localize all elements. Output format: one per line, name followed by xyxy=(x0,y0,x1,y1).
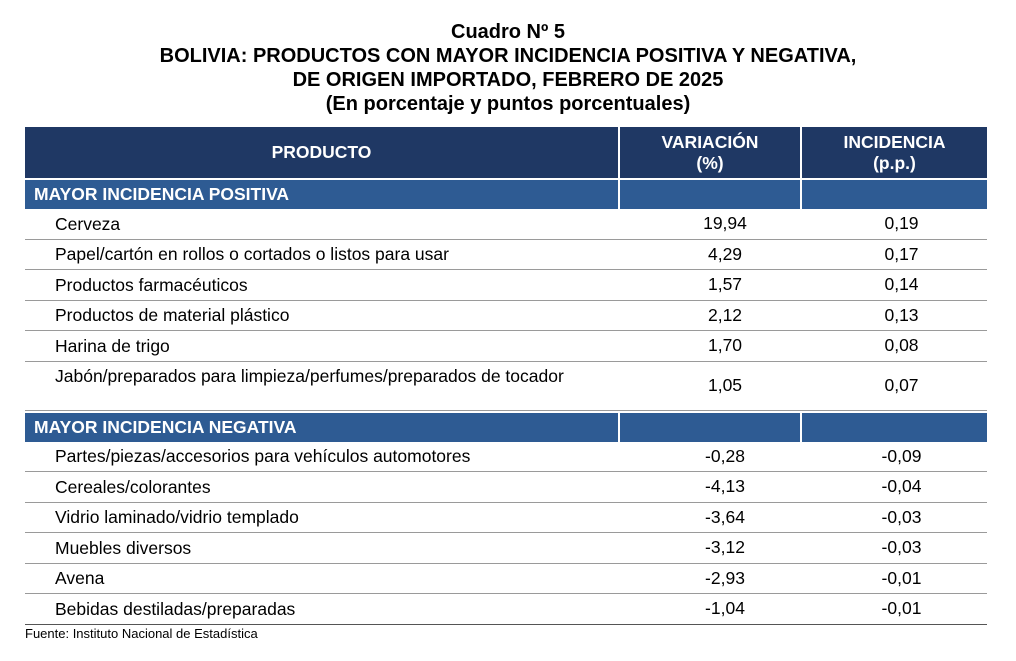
source-note: Fuente: Instituto Nacional de Estadístic… xyxy=(25,626,258,641)
title-line-4: (En porcentaje y puntos porcentuales) xyxy=(325,93,691,115)
row-variation: 1,05 xyxy=(707,375,743,395)
table-row: Jabón/preparados para limpieza/perfumes/… xyxy=(25,362,987,411)
section-negative-blank-variation xyxy=(618,412,800,442)
row-variation: 1,70 xyxy=(707,335,743,356)
table-row: Harina de trigo 1,70 0,08 xyxy=(25,331,987,362)
table-row: Cereales/colorantes -4,13 -0,04 xyxy=(25,472,987,503)
title-line-3: DE ORIGEN IMPORTADO, FEBRERO DE 2025 xyxy=(292,69,724,91)
section-negative-label: MAYOR INCIDENCIA NEGATIVA xyxy=(25,412,618,442)
row-product: Avena xyxy=(55,568,105,589)
table-title: Cuadro Nº 5 BOLIVIA: PRODUCTOS CON MAYOR… xyxy=(0,20,1016,116)
table-row: Cerveza 19,94 0,19 xyxy=(25,209,987,240)
section-positive-blank-variation xyxy=(618,180,800,209)
header-incidence-line1: INCIDENCIA xyxy=(843,131,946,152)
row-incidence: -0,01 xyxy=(881,598,922,619)
row-variation: 4,29 xyxy=(707,243,743,264)
row-variation: -1,04 xyxy=(705,598,745,619)
header-variation-line1: VARIACIÓN xyxy=(661,131,759,152)
row-product: Harina de trigo xyxy=(55,335,170,356)
table-row: Partes/piezas/accesorios para vehículos … xyxy=(25,442,987,472)
row-product: Jabón/preparados para limpieza/perfumes/… xyxy=(55,365,564,386)
row-variation: -2,93 xyxy=(705,567,745,588)
row-product: Partes/piezas/accesorios para vehículos … xyxy=(55,446,471,467)
row-variation: 2,12 xyxy=(707,304,743,325)
section-positive-header: MAYOR INCIDENCIA POSITIVA xyxy=(25,180,987,209)
table-row: Papel/cartón en rollos o cortados o list… xyxy=(25,240,987,270)
row-variation: 19,94 xyxy=(703,213,747,234)
row-incidence: 0,13 xyxy=(884,304,919,325)
row-incidence: -0,01 xyxy=(881,567,922,588)
row-product: Papel/cartón en rollos o cortados o list… xyxy=(55,244,449,265)
row-incidence: 0,07 xyxy=(884,375,919,395)
row-variation: -3,64 xyxy=(705,506,745,527)
row-incidence: -0,09 xyxy=(881,445,922,466)
row-product: Cereales/colorantes xyxy=(55,476,211,497)
row-incidence: 0,14 xyxy=(884,274,919,295)
row-product: Productos farmacéuticos xyxy=(55,274,248,295)
table-row: Vidrio laminado/vidrio templado -3,64 -0… xyxy=(25,503,987,533)
section-negative-blank-incidence xyxy=(800,412,987,442)
row-variation: 1,57 xyxy=(707,274,743,295)
row-product: Vidrio laminado/vidrio templado xyxy=(55,507,299,528)
row-variation: -0,28 xyxy=(705,445,745,466)
table-row: Bebidas destiladas/preparadas -1,04 -0,0… xyxy=(25,594,987,625)
row-incidence: -0,03 xyxy=(881,506,922,527)
header-product: PRODUCTO xyxy=(25,127,618,178)
table-row: Productos farmacéuticos 1,57 0,14 xyxy=(25,270,987,301)
row-product: Bebidas destiladas/preparadas xyxy=(55,598,296,619)
header-incidence-line2: (p.p.) xyxy=(873,152,916,173)
header-variation: VARIACIÓN (%) xyxy=(618,127,800,178)
section-positive-label: MAYOR INCIDENCIA POSITIVA xyxy=(25,180,618,209)
data-table: PRODUCTO VARIACIÓN (%) INCIDENCIA (p.p.)… xyxy=(25,127,987,625)
row-product: Cerveza xyxy=(55,213,121,234)
table-header: PRODUCTO VARIACIÓN (%) INCIDENCIA (p.p.) xyxy=(25,127,987,178)
section-negative-header: MAYOR INCIDENCIA NEGATIVA xyxy=(25,412,987,442)
row-incidence: 0,17 xyxy=(884,243,919,264)
title-line-2: BOLIVIA: PRODUCTOS CON MAYOR INCIDENCIA … xyxy=(159,45,857,67)
section-positive-blank-incidence xyxy=(800,180,987,209)
table-row: Productos de material plástico 2,12 0,13 xyxy=(25,301,987,331)
row-variation: -3,12 xyxy=(705,537,745,558)
table-row: Muebles diversos -3,12 -0,03 xyxy=(25,533,987,564)
table-row: Avena -2,93 -0,01 xyxy=(25,564,987,594)
title-line-1: Cuadro Nº 5 xyxy=(451,21,565,43)
header-incidence: INCIDENCIA (p.p.) xyxy=(800,127,987,178)
row-incidence: -0,04 xyxy=(881,476,922,497)
row-incidence: 0,19 xyxy=(884,213,919,234)
row-incidence: 0,08 xyxy=(884,335,919,356)
row-product: Muebles diversos xyxy=(55,537,192,558)
header-variation-line2: (%) xyxy=(696,152,724,173)
row-incidence: -0,03 xyxy=(881,537,922,558)
row-product: Productos de material plástico xyxy=(55,305,290,326)
row-variation: -4,13 xyxy=(705,476,745,497)
